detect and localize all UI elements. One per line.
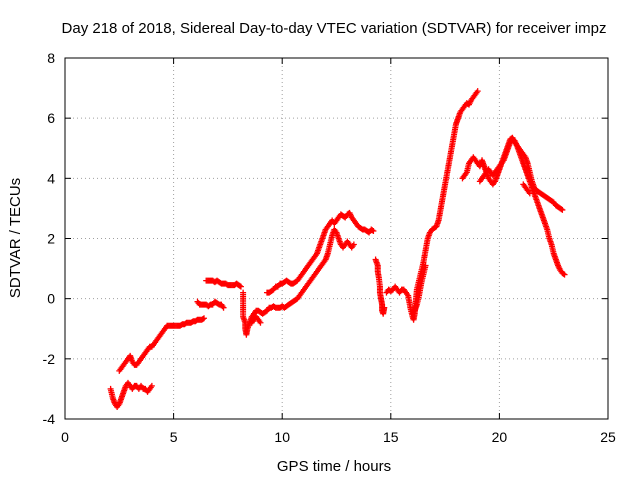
grid — [65, 58, 608, 419]
data-point — [201, 315, 208, 322]
data-point — [561, 271, 568, 278]
y-tick-label: 6 — [47, 110, 55, 126]
x-tick-label: 5 — [170, 429, 178, 445]
x-tick-label: 25 — [600, 429, 616, 445]
data-point — [257, 319, 264, 326]
data-point — [559, 206, 566, 213]
y-tick-label: -2 — [43, 351, 56, 367]
data-point — [220, 304, 227, 311]
x-tick-label: 10 — [274, 429, 290, 445]
y-tick-label: 2 — [47, 231, 55, 247]
data-point — [350, 241, 357, 248]
data-point — [369, 227, 376, 234]
plot-frame — [64, 57, 609, 420]
x-tick-label: 0 — [61, 429, 69, 445]
data-point — [148, 382, 155, 389]
data-point — [526, 190, 533, 197]
data-point — [560, 270, 567, 277]
x-tick-label: 15 — [383, 429, 399, 445]
y-tick-label: -4 — [43, 411, 56, 427]
y-axis-label: SDTVAR / TECUs — [7, 178, 24, 298]
data-point — [558, 206, 565, 213]
data-point — [474, 88, 481, 95]
y-tick-label: 0 — [47, 291, 55, 307]
chart-title: Day 218 of 2018, Sidereal Day-to-day VTE… — [62, 20, 607, 37]
data-point — [422, 262, 429, 269]
data-point — [381, 304, 388, 311]
y-tick-label: 4 — [47, 170, 55, 186]
data-point — [237, 283, 244, 290]
x-axis-label: GPS time / hours — [277, 458, 391, 475]
x-tick-label: 20 — [492, 429, 508, 445]
data-point — [236, 282, 243, 289]
y-tick-label: 8 — [47, 50, 55, 66]
data-points — [107, 88, 568, 410]
data-point — [199, 315, 206, 322]
data-point — [370, 227, 377, 234]
